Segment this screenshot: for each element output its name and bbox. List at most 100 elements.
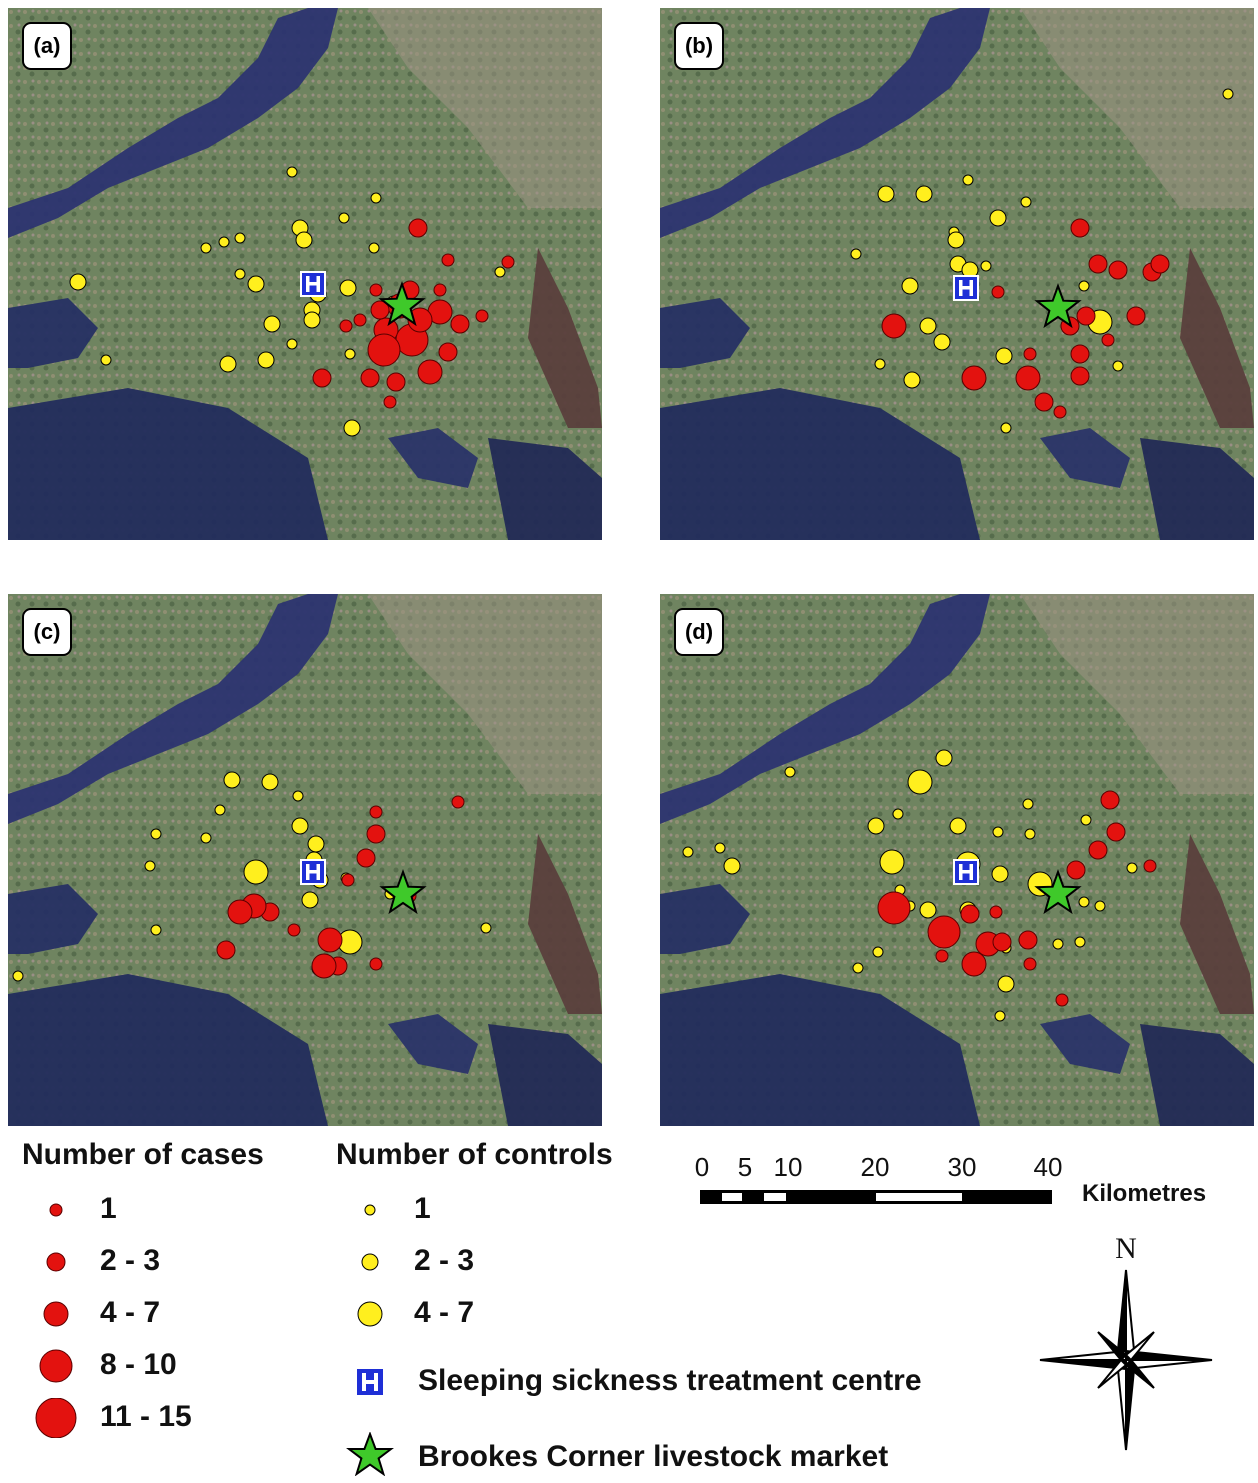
- case-marker: [369, 957, 383, 971]
- case-marker: [1018, 930, 1038, 950]
- control-marker: [303, 311, 321, 329]
- control-marker: [962, 174, 974, 186]
- control-marker: [784, 766, 796, 778]
- control-marker: [901, 277, 919, 295]
- controls-legend-label: 4 - 7: [414, 1296, 475, 1329]
- compass-rose-icon: [1039, 1269, 1213, 1451]
- case-marker: [438, 342, 458, 362]
- case-marker: [1070, 218, 1090, 238]
- upland-area: [368, 8, 602, 208]
- control-marker: [919, 317, 937, 335]
- case-marker: [961, 365, 987, 391]
- case-marker: [1108, 260, 1128, 280]
- case-marker: [227, 899, 253, 925]
- case-marker: [353, 313, 367, 327]
- case-marker: [408, 218, 428, 238]
- case-marker: [366, 824, 386, 844]
- case-marker: [341, 873, 355, 887]
- satellite-map-c: [8, 594, 602, 1126]
- river-channel: [660, 8, 990, 238]
- case-marker: [992, 932, 1012, 952]
- hospital-icon: [355, 1367, 385, 1397]
- control-marker: [872, 946, 884, 958]
- scale-bar: 0 5 10 20 30 40 Kilometres: [690, 1152, 1250, 1212]
- control-marker: [1074, 936, 1086, 948]
- control-marker: [307, 835, 325, 853]
- cases-legend-symbol: [46, 1252, 66, 1272]
- legend-controls-title: Number of controls: [336, 1138, 613, 1171]
- control-marker: [243, 859, 269, 885]
- case-marker: [1101, 333, 1115, 347]
- controls-legend-symbol: [357, 1301, 383, 1327]
- cases-legend-label: 2 - 3: [100, 1244, 161, 1277]
- water-body: [1140, 438, 1254, 540]
- sea-area: [660, 388, 980, 540]
- case-marker: [369, 805, 383, 819]
- case-marker: [991, 285, 1005, 299]
- panel-label-d: (d): [674, 608, 724, 656]
- scale-tick: 5: [737, 1152, 753, 1182]
- case-marker: [433, 283, 447, 297]
- control-marker: [234, 232, 246, 244]
- north-label: N: [1115, 1232, 1137, 1265]
- control-marker: [919, 901, 937, 919]
- case-marker: [339, 319, 353, 333]
- case-marker: [367, 333, 401, 367]
- cases-legend-row: 11 - 15: [22, 1398, 222, 1438]
- case-marker: [1126, 306, 1146, 326]
- scale-tick: 10: [773, 1152, 803, 1182]
- river-channel: [660, 594, 990, 824]
- cases-legend-symbol: [49, 1203, 63, 1217]
- legend-market-label: Brookes Corner livestock market: [418, 1440, 889, 1473]
- panel-label-b: (b): [674, 22, 724, 70]
- hospital-icon: [953, 859, 979, 885]
- control-marker: [933, 333, 951, 351]
- case-marker: [1088, 254, 1108, 274]
- control-marker: [200, 832, 212, 844]
- control-marker: [1078, 896, 1090, 908]
- cases-legend-row: 4 - 7: [22, 1294, 222, 1334]
- control-marker: [261, 773, 279, 791]
- control-marker: [292, 790, 304, 802]
- case-marker: [501, 255, 515, 269]
- case-marker: [1070, 344, 1090, 364]
- case-marker: [960, 904, 980, 924]
- scale-bar-graphic: [700, 1190, 1052, 1204]
- mangrove-strip: [528, 248, 602, 428]
- control-marker: [200, 242, 212, 254]
- case-marker: [311, 953, 337, 979]
- water-body: [1040, 1014, 1130, 1074]
- case-marker: [370, 300, 390, 320]
- control-marker: [1222, 88, 1234, 100]
- case-marker: [317, 927, 343, 953]
- control-marker: [286, 338, 298, 350]
- control-marker: [992, 826, 1004, 838]
- case-marker: [877, 891, 911, 925]
- case-marker: [1034, 392, 1054, 412]
- control-marker: [892, 808, 904, 820]
- river-channel: [8, 594, 338, 824]
- control-marker: [723, 857, 741, 875]
- panel-label-a: (a): [22, 22, 72, 70]
- case-marker: [356, 848, 376, 868]
- scale-unit: Kilometres: [1082, 1180, 1207, 1207]
- cases-legend-row: 1: [22, 1190, 222, 1230]
- legend-cases-title: Number of cases: [22, 1138, 264, 1171]
- water-body: [1040, 428, 1130, 488]
- control-marker: [301, 891, 319, 909]
- case-marker: [989, 905, 1003, 919]
- control-marker: [263, 315, 281, 333]
- case-marker: [383, 395, 397, 409]
- control-marker: [935, 749, 953, 767]
- control-marker: [100, 354, 112, 366]
- case-marker: [1070, 366, 1090, 386]
- hospital-icon: [300, 859, 326, 885]
- control-marker: [291, 817, 309, 835]
- case-marker: [1150, 254, 1170, 274]
- scale-tick: 20: [860, 1152, 890, 1182]
- cases-legend-symbol: [35, 1398, 77, 1438]
- control-marker: [1112, 360, 1124, 372]
- water-body: [8, 298, 98, 368]
- controls-legend-label: 1: [414, 1192, 431, 1225]
- controls-legend-symbol: [364, 1204, 376, 1216]
